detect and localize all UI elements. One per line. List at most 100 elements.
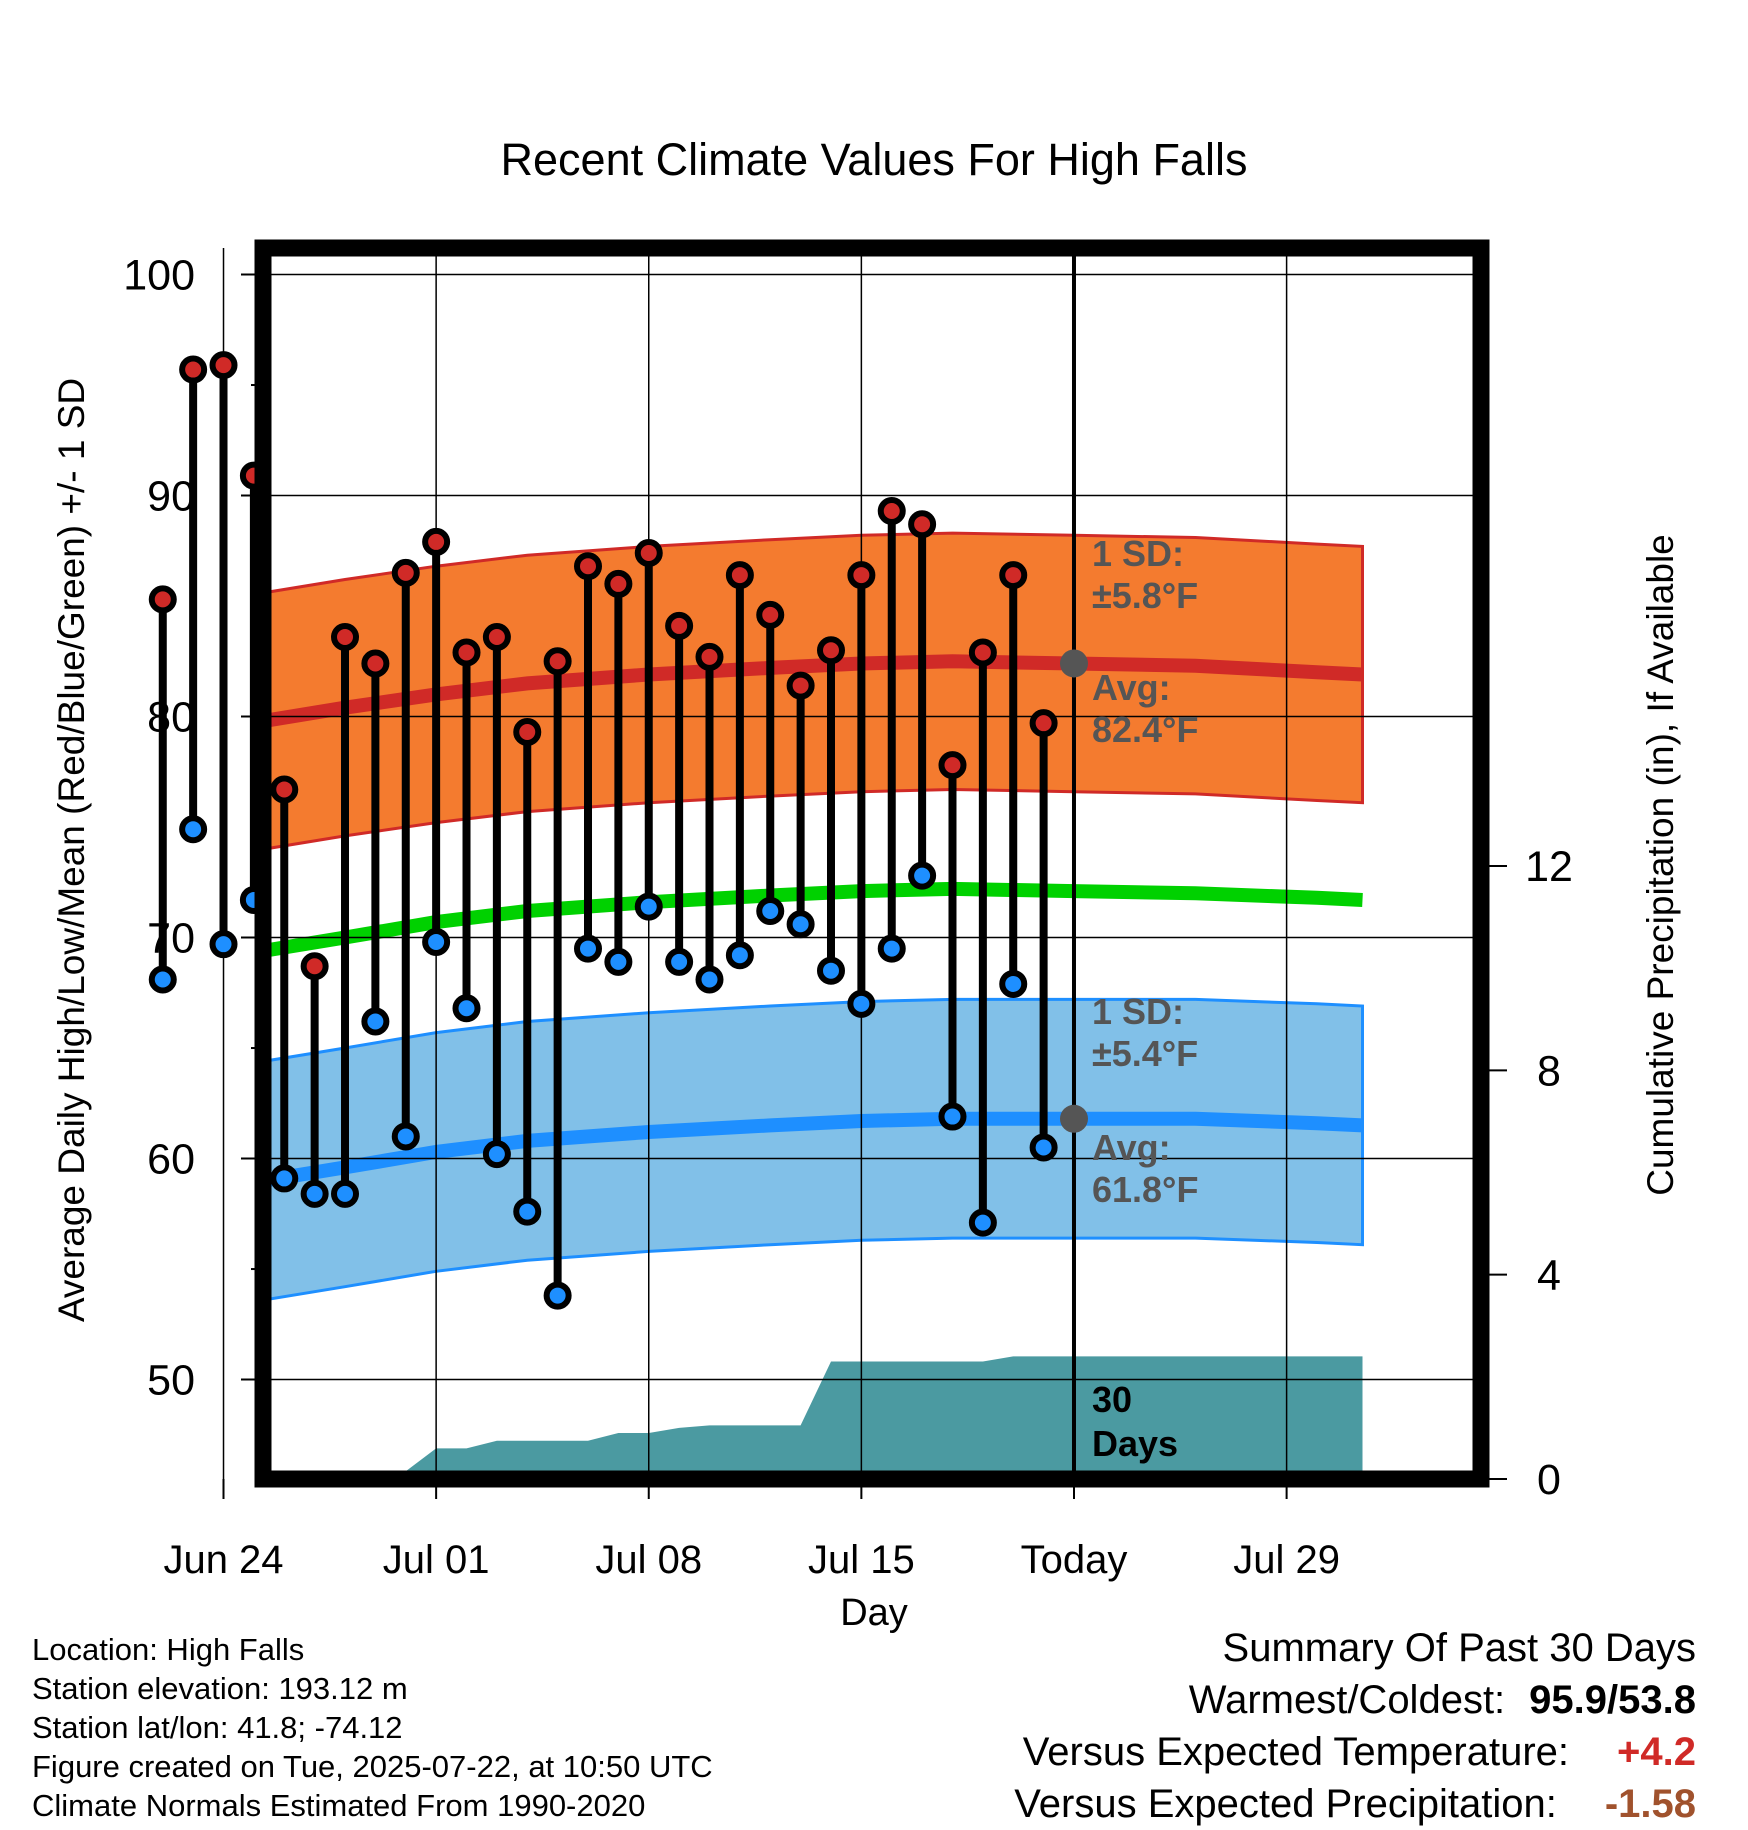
summary-precip-row: Versus Expected Precipitation: -1.58 — [1014, 1778, 1696, 1830]
high-point — [270, 775, 299, 804]
high-point — [331, 622, 360, 651]
low-point — [179, 815, 208, 844]
low-point — [300, 1179, 329, 1208]
summary-title: Summary Of Past 30 Days — [1222, 1626, 1696, 1670]
y-tick-label: 60 — [147, 1136, 195, 1184]
created-text: Figure created on Tue, 2025-07-22, at 10… — [32, 1749, 713, 1784]
latlon-text: Station lat/lon: 41.8; -74.12 — [32, 1710, 403, 1745]
high-point — [968, 638, 997, 667]
low-point — [513, 1197, 542, 1226]
plot-frame — [254, 239, 1490, 1488]
low-point — [634, 892, 663, 921]
high-avg-value: 82.4°F — [1092, 709, 1198, 750]
window-days-number: 30 — [1092, 1379, 1132, 1420]
x-tick-label: Jul 08 — [595, 1538, 702, 1582]
low-point — [756, 897, 785, 926]
x-tick-label: Today — [1021, 1538, 1128, 1582]
low-point — [604, 947, 633, 976]
today-high-avg-marker — [1059, 649, 1088, 678]
y-tick-label: 90 — [147, 473, 195, 521]
warmest-value: 95.9/53.8 — [1529, 1678, 1696, 1722]
x-axis-label: Day — [840, 1592, 908, 1634]
low-point — [816, 956, 845, 985]
location-text: Location: High Falls — [32, 1632, 305, 1667]
elevation-text: Station elevation: 193.12 m — [32, 1671, 408, 1706]
high-point — [938, 751, 967, 780]
window-days-label: Days — [1092, 1423, 1178, 1464]
y2-axis-label: Cumulative Precipitation (in), If Availa… — [1640, 534, 1681, 1196]
high-point — [300, 952, 329, 981]
high-point — [482, 622, 511, 651]
y-axis-label: Average Daily High/Low/Mean (Red/Blue/Gr… — [51, 378, 92, 1322]
precip-value: -1.58 — [1604, 1782, 1696, 1826]
high-point — [695, 642, 724, 671]
y2-tick-label: 4 — [1537, 1252, 1561, 1300]
high-point — [725, 561, 754, 590]
warmest-label: Warmest/Coldest: — [1188, 1678, 1506, 1722]
y-tick-label: 100 — [123, 252, 195, 300]
y-tick-label: 70 — [147, 915, 195, 963]
low-point — [999, 969, 1028, 998]
low-avg-label: Avg: — [1092, 1127, 1171, 1168]
high-point — [513, 718, 542, 747]
low-point — [331, 1179, 360, 1208]
low-point — [1029, 1133, 1058, 1162]
high-point — [361, 649, 390, 678]
y2-tick-label: 0 — [1537, 1456, 1561, 1504]
low-point — [482, 1140, 511, 1169]
low-point — [209, 930, 238, 959]
high-point — [604, 569, 633, 598]
low-point — [695, 965, 724, 994]
high-point — [1029, 709, 1058, 738]
low-point — [908, 861, 937, 890]
y-tick-label: 80 — [147, 694, 195, 742]
low-sd-value: ±5.4°F — [1092, 1033, 1198, 1074]
high-point — [391, 558, 420, 587]
high-point — [908, 510, 937, 539]
high-point — [543, 647, 572, 676]
low-point — [270, 1164, 299, 1193]
station-info: Location: High Falls Station elevation: … — [32, 1630, 713, 1825]
low-point — [968, 1208, 997, 1237]
y2-tick-label: 8 — [1537, 1047, 1561, 1095]
low-point — [665, 947, 694, 976]
high-point — [877, 496, 906, 525]
high-point — [756, 600, 785, 629]
high-point — [999, 561, 1028, 590]
high-point — [452, 638, 481, 667]
high-point — [847, 561, 876, 590]
high-point — [816, 636, 845, 665]
summary-warmest-row: Warmest/Coldest: 95.9/53.8 — [1014, 1674, 1696, 1726]
low-point — [148, 965, 177, 994]
low-point — [391, 1122, 420, 1151]
today-low-avg-marker — [1059, 1104, 1088, 1133]
temp-value: +4.2 — [1617, 1730, 1696, 1774]
high-point — [422, 527, 451, 556]
high-sd-value: ±5.8°F — [1092, 575, 1198, 616]
high-sd-label: 1 SD: — [1092, 533, 1184, 574]
low-point — [786, 910, 815, 939]
summary-panel: Summary Of Past 30 Days Warmest/Coldest:… — [1014, 1622, 1696, 1830]
low-point — [938, 1102, 967, 1131]
high-point — [209, 351, 238, 380]
low-sd-band — [263, 997, 1364, 1302]
high-point — [148, 585, 177, 614]
high-point — [574, 552, 603, 581]
low-sd-label: 1 SD: — [1092, 991, 1184, 1032]
high-point — [786, 671, 815, 700]
precip-label: Versus Expected Precipitation: — [1014, 1782, 1557, 1826]
low-point — [361, 1007, 390, 1036]
low-point — [574, 934, 603, 963]
high-point — [665, 611, 694, 640]
x-tick-label: Jul 15 — [808, 1538, 915, 1582]
y-tick-label: 50 — [147, 1357, 195, 1405]
normals-text: Climate Normals Estimated From 1990-2020 — [32, 1788, 646, 1823]
high-avg-label: Avg: — [1092, 667, 1171, 708]
high-point — [634, 538, 663, 567]
low-point — [422, 927, 451, 956]
low-point — [877, 934, 906, 963]
temp-label: Versus Expected Temperature: — [1022, 1730, 1570, 1774]
low-avg-value: 61.8°F — [1092, 1169, 1198, 1210]
precip-area — [263, 1356, 1363, 1479]
